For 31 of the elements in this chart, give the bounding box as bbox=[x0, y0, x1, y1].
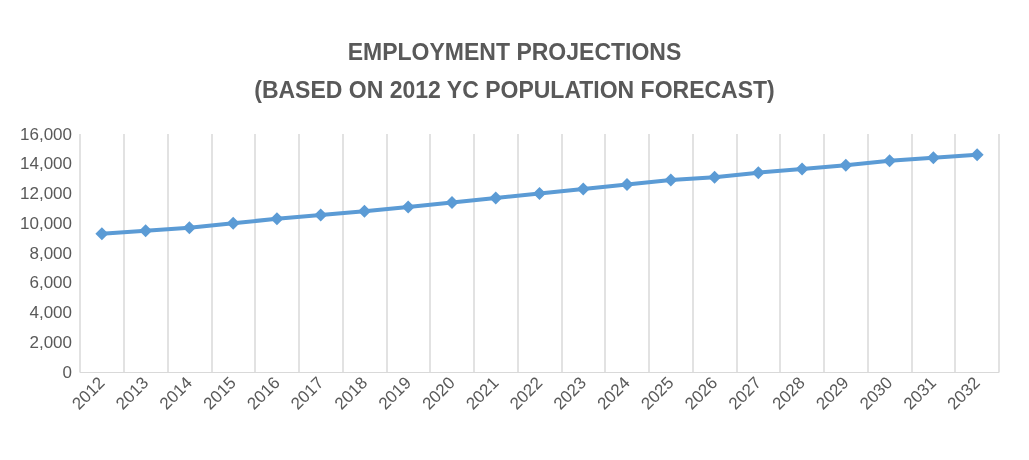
y-tick-label: 10,000 bbox=[20, 213, 72, 233]
point bbox=[401, 200, 415, 214]
point bbox=[926, 151, 940, 165]
y-tick-label: 12,000 bbox=[20, 184, 72, 203]
point bbox=[620, 178, 634, 192]
point bbox=[357, 204, 371, 218]
point bbox=[795, 162, 809, 176]
point bbox=[182, 221, 196, 235]
point bbox=[489, 191, 503, 205]
point bbox=[533, 187, 546, 200]
point bbox=[314, 208, 328, 222]
point bbox=[970, 148, 984, 162]
point bbox=[839, 158, 853, 172]
point bbox=[95, 227, 109, 241]
y-tick-label: 6,000 bbox=[29, 273, 72, 293]
point bbox=[751, 166, 765, 180]
point bbox=[576, 182, 590, 196]
y-tick-label: 4,000 bbox=[29, 303, 72, 322]
y-tick-label: 2,000 bbox=[29, 332, 72, 352]
point bbox=[139, 224, 153, 238]
y-tick-label: 8,000 bbox=[29, 243, 72, 263]
point bbox=[270, 212, 284, 226]
point bbox=[445, 195, 459, 209]
y-tick-label: 14,000 bbox=[20, 154, 72, 174]
y-tick-label: 0 bbox=[62, 362, 72, 382]
point bbox=[883, 154, 897, 168]
chart-title: EMPLOYMENT PROJECTIONS (BASED ON 2012 YC POPULATION FORECAST) bbox=[254, 39, 775, 103]
point bbox=[664, 173, 678, 187]
y-tick-label: 16,000 bbox=[20, 124, 72, 144]
point bbox=[708, 170, 722, 184]
point bbox=[226, 216, 240, 230]
